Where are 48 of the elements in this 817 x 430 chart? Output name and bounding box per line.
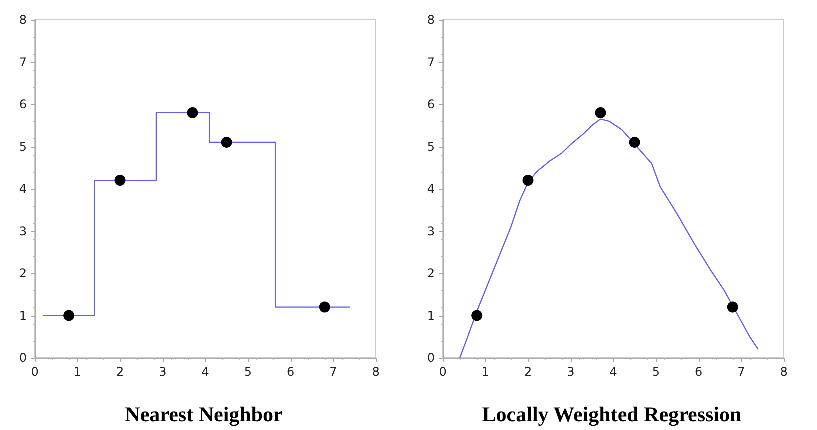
point: [64, 310, 75, 322]
x-tick-label: 5: [652, 365, 660, 379]
y-tick-label: 0: [427, 351, 435, 365]
x-tick-label: 3: [159, 365, 167, 379]
point: [472, 310, 483, 322]
y-tick-label: 4: [19, 182, 27, 196]
y-tick-label: 1: [427, 308, 435, 323]
point: [221, 137, 232, 148]
point: [114, 175, 126, 186]
y-tick-label: 2: [19, 266, 27, 280]
point: [727, 302, 738, 313]
x-tick-label: 0: [31, 365, 39, 379]
y-tick-label: 3: [19, 224, 27, 238]
y-tick-label: 2: [427, 266, 435, 280]
text: Nearest Neighbor: [125, 402, 283, 426]
x-tick-label: 6: [694, 365, 703, 379]
y-tick-label: 8: [19, 13, 27, 27]
point: [629, 137, 640, 148]
y-tick-label: 7: [427, 55, 435, 70]
x-tick-label: 1: [482, 365, 490, 379]
x-tick-label: 5: [244, 365, 252, 379]
y-tick-label: 3: [427, 224, 435, 238]
x-tick-label: 0: [439, 365, 447, 379]
point: [522, 175, 534, 186]
x-tick-label: 8: [372, 365, 380, 379]
point: [187, 107, 198, 118]
y-tick-label: 0: [19, 351, 27, 365]
point: [319, 302, 330, 313]
x-tick-label: 7: [330, 365, 338, 379]
x-tick-label: 2: [116, 365, 124, 379]
y-tick-label: 5: [427, 140, 435, 154]
y-tick-label: 8: [427, 13, 435, 27]
y-tick-label: 6: [19, 98, 27, 112]
x-tick-label: 1: [74, 365, 82, 379]
y-tick-label: 1: [19, 308, 27, 323]
text: Locally Weighted Regression: [482, 402, 742, 426]
x-tick-label: 2: [524, 365, 532, 379]
point: [595, 107, 606, 118]
y-tick-label: 4: [427, 182, 435, 196]
x-tick-label: 8: [780, 365, 788, 379]
x-tick-label: 6: [286, 365, 295, 379]
y-tick-label: 5: [19, 140, 27, 154]
x-tick-label: 7: [738, 365, 746, 379]
x-tick-label: 4: [610, 365, 618, 379]
x-tick-label: 3: [567, 365, 575, 379]
x-tick-label: 4: [202, 365, 210, 379]
y-tick-label: 7: [19, 55, 27, 70]
y-tick-label: 6: [427, 98, 435, 112]
